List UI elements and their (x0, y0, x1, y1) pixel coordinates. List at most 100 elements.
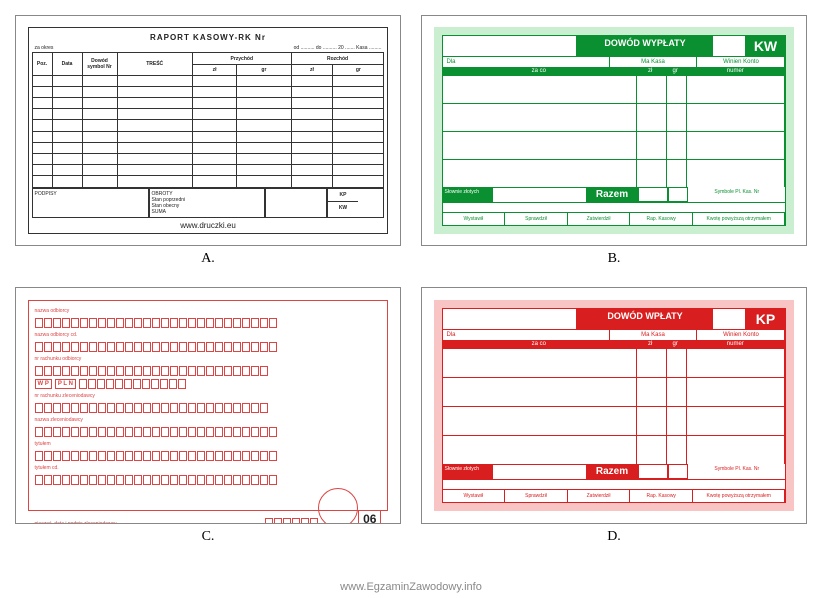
sig-zatwierdzil-d: Zatwierdził (568, 490, 631, 502)
d-ma: Ma Kasa (610, 330, 698, 340)
d-numer: numer (685, 340, 785, 348)
c-num: 06 (358, 510, 381, 524)
kw-label: KW (328, 202, 358, 214)
b-winien: Winien Konto (697, 57, 785, 67)
col-przychod: Przychód (192, 53, 291, 64)
document-grid: RAPORT KASOWY-RK Nr za okres od ........… (0, 0, 822, 560)
sig-rapkas: Rap. Kasowy (630, 213, 693, 225)
c-row7 (35, 475, 382, 485)
kw-badge: KW (745, 36, 785, 56)
d-slownie: Słownie złotych (443, 464, 493, 479)
table-row (32, 75, 384, 86)
b-numer: numer (685, 67, 785, 75)
raport-kasowy: RAPORT KASOWY-RK Nr za okres od ........… (28, 27, 389, 233)
col-dowod: Dowód symbol Nr (82, 53, 117, 75)
doc-a-link: www.druczki.eu (32, 218, 385, 230)
c-row4 (35, 403, 382, 413)
sc-gr2: gr (333, 64, 384, 75)
sig-kwote: Kwotę powyższą otrzymałem (693, 213, 785, 225)
col-data: Data (52, 53, 82, 75)
c-wp: W P P L N (35, 379, 382, 389)
sub-okres: za okres (35, 45, 54, 51)
c-l1: nazwa odbiorcy cd. (35, 331, 382, 339)
b-symbole: Symbole Pl. Kas. Nr (688, 187, 785, 202)
sc-zl1: zł (192, 64, 236, 75)
dowod-wyplaty: DOWÓD WYPŁATY KW Dla Ma Kasa Winien Kont… (434, 27, 795, 233)
c-stamp-label: pieczęć, data i podpis zleceniodawcy (35, 520, 266, 524)
polecenie-przelewu: nazwa odbiorcy nazwa odbiorcy cd. nr rac… (28, 300, 389, 512)
sc-gr1: gr (237, 64, 291, 75)
footer-podpisy: PODPISY (32, 188, 149, 218)
b-slownie: Słownie złotych (443, 187, 493, 202)
table-row (32, 142, 384, 153)
c-row-kwota (79, 379, 381, 389)
dowod-wplaty: DOWÓD WPŁATY KP Dla Ma Kasa Winien Konto… (434, 300, 795, 512)
d-razem: Razem (586, 464, 638, 479)
d-gr: gr (665, 340, 685, 348)
sig-kwote-d: Kwotę powyższą otrzymałem (693, 490, 785, 502)
d-symbole: Symbole Pl. Kas. Nr (688, 464, 785, 479)
sig-zatwierdzil: Zatwierdził (568, 213, 631, 225)
doc-b-title: DOWÓD WYPŁATY (577, 36, 714, 56)
c-row5 (35, 427, 382, 437)
c-row0 (35, 318, 382, 328)
doc-b-wrap: DOWÓD WYPŁATY KW Dla Ma Kasa Winien Kont… (421, 15, 807, 246)
slot-d: DOWÓD WPŁATY KP Dla Ma Kasa Winien Konto… (421, 287, 807, 545)
pln-label: P L N (55, 379, 76, 389)
c-l2: nr rachunku odbiorcy (35, 355, 382, 363)
d-zaco: za co (443, 340, 636, 348)
b-ma: Ma Kasa (610, 57, 698, 67)
c-row1 (35, 342, 382, 352)
b-zl: zł (635, 67, 665, 75)
c-l5: nazwa zleceniodawcy (35, 416, 382, 424)
doc-a-title: RAPORT KASOWY-RK Nr (32, 31, 385, 44)
sig-sprawdzil-d: Sprawdził (505, 490, 568, 502)
b-razem: Razem (586, 187, 638, 202)
doc-a-footer: PODPISY OBROTY Stan poprzedni Stan obecn… (32, 188, 385, 218)
wp-label: W P (35, 379, 52, 389)
watermark: www.EgzaminZawodowy.info (340, 581, 482, 593)
doc-d-wrap: DOWÓD WPŁATY KP Dla Ma Kasa Winien Konto… (421, 287, 807, 524)
c-l0: nazwa odbiorcy (35, 307, 382, 315)
sig-sprawdzil: Sprawdził (505, 213, 568, 225)
b-gr: gr (665, 67, 685, 75)
d-zl: zł (635, 340, 665, 348)
doc-a-sub: za okres od .......... do .......... 20 … (32, 44, 385, 52)
table-row (32, 154, 384, 165)
label-b: B. (608, 251, 621, 267)
b-dla: Dla (443, 57, 610, 67)
sig-wystawil: Wystawił (443, 213, 506, 225)
col-poz: Poz. (32, 53, 52, 75)
table-row (32, 98, 384, 109)
doc-d-title: DOWÓD WPŁATY (577, 309, 714, 329)
c-row6 (35, 451, 382, 461)
kp-label: KP (328, 189, 358, 202)
sub-dates: od .......... do .......... 20 ....... K… (294, 45, 382, 51)
doc-a-table: Poz. Data Dowód symbol Nr TREŚĆ Przychód… (32, 52, 385, 187)
c-l6: tytułem (35, 440, 382, 448)
sig-wystawil-d: Wystawił (443, 490, 506, 502)
slot-a: RAPORT KASOWY-RK Nr za okres od ........… (15, 15, 401, 267)
c-l7: tytułem cd. (35, 464, 382, 472)
col-tresc: TREŚĆ (117, 53, 192, 75)
b-zaco: za co (443, 67, 636, 75)
sig-rapkas-d: Rap. Kasowy (630, 490, 693, 502)
label-a: A. (201, 251, 215, 267)
footer-suma: SUMA (152, 209, 263, 215)
d-dla: Dla (443, 330, 610, 340)
table-row (32, 120, 384, 131)
label-d: D. (607, 529, 621, 545)
table-row (32, 176, 384, 187)
c-row2 (35, 366, 382, 376)
kp-badge: KP (745, 309, 785, 329)
c-small-row (265, 518, 318, 524)
table-row (32, 86, 384, 97)
doc-a-wrap: RAPORT KASOWY-RK Nr za okres od ........… (15, 15, 401, 246)
label-c: C. (202, 529, 215, 545)
sc-zl2: zł (291, 64, 333, 75)
slot-b: DOWÓD WYPŁATY KW Dla Ma Kasa Winien Kont… (421, 15, 807, 267)
c-l4: nr rachunku zleceniodawcy (35, 392, 382, 400)
table-row (32, 131, 384, 142)
doc-c-wrap: nazwa odbiorcy nazwa odbiorcy cd. nr rac… (15, 287, 401, 524)
table-row (32, 109, 384, 120)
